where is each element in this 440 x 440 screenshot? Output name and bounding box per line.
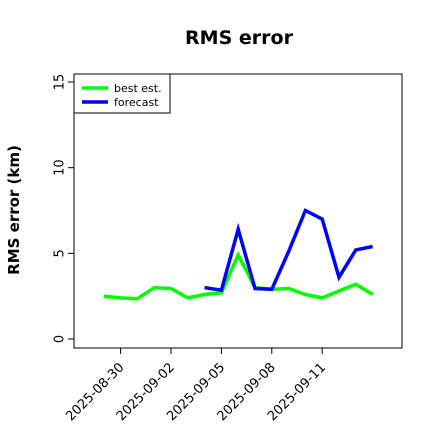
plot-frame (73, 73, 403, 349)
y-tick-label: 15 (53, 74, 68, 91)
legend-box (73, 73, 171, 114)
y-tick-label: 5 (53, 249, 68, 257)
legend-label-best-est: best est. (114, 82, 162, 95)
series-line-forecast (204, 208, 373, 293)
y-tick-label: 10 (53, 159, 68, 176)
series-line-best-est (103, 250, 374, 301)
y-axis-label: RMS error (km) (5, 145, 23, 275)
legend: best est. forecast (73, 73, 171, 114)
y-tick-label: 0 (53, 335, 68, 343)
legend-label-forecast: forecast (114, 96, 159, 109)
chart-title: RMS error (185, 27, 294, 49)
